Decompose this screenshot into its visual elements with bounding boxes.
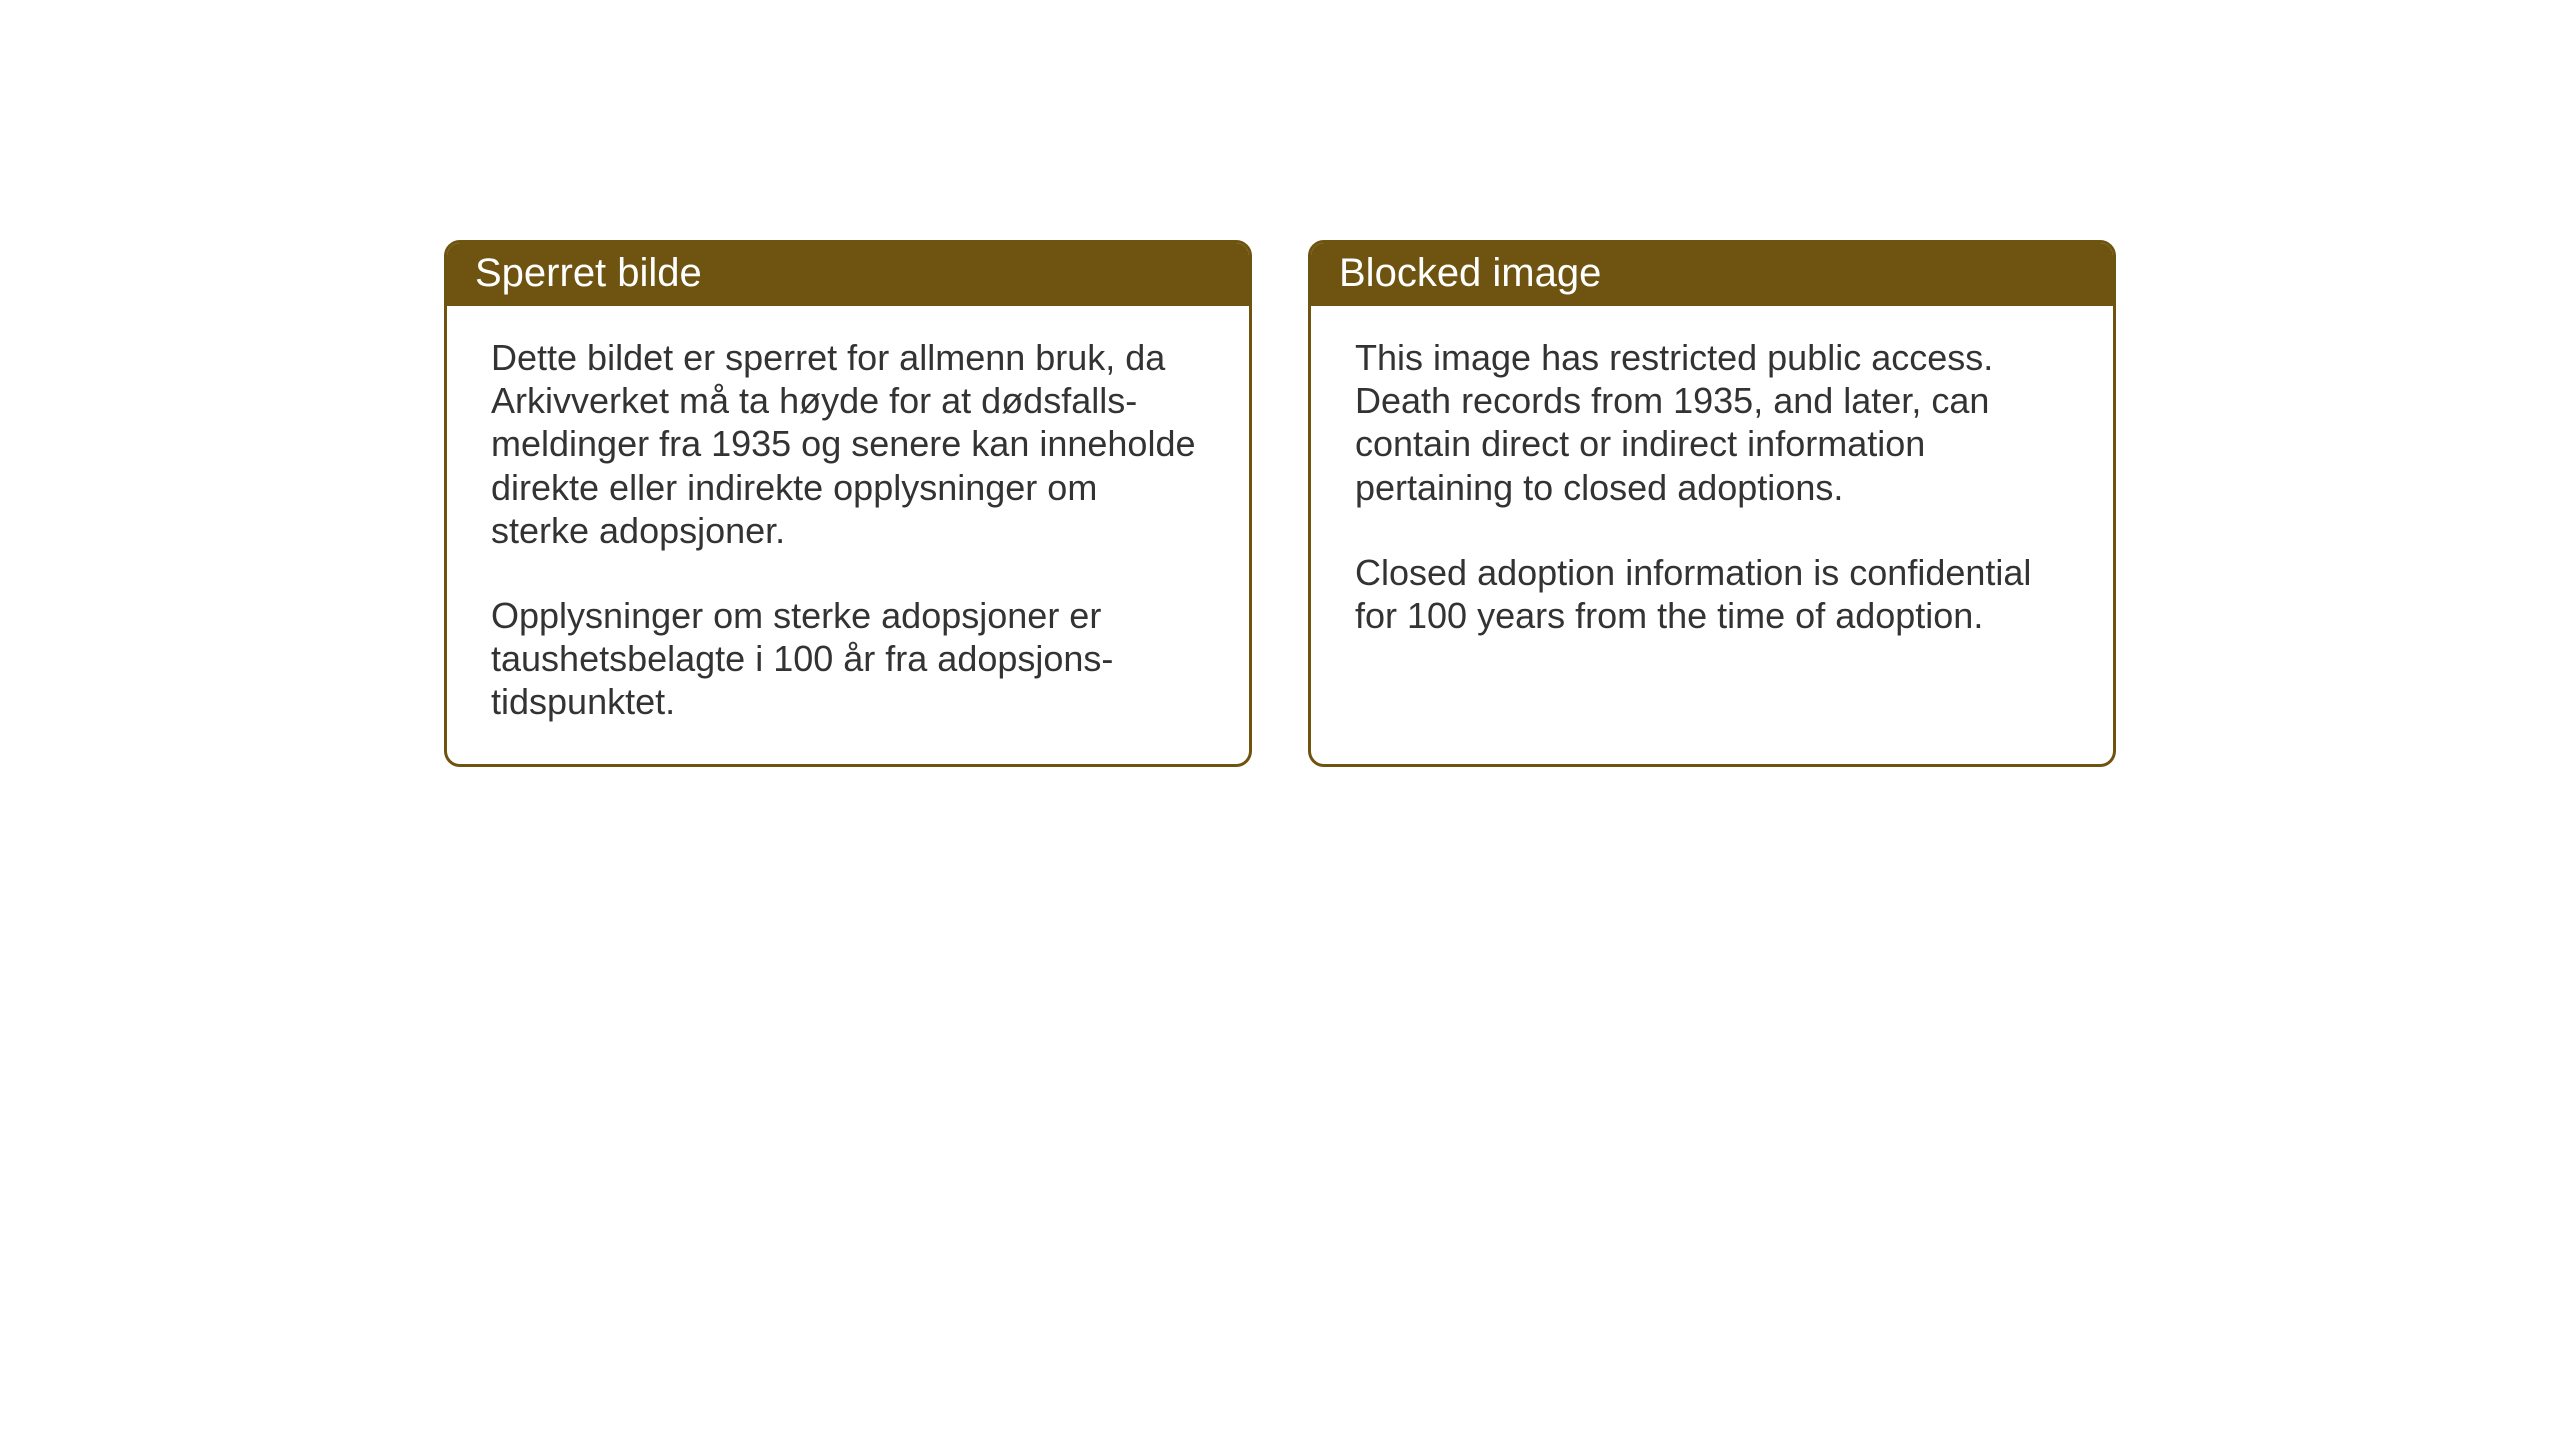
- notice-title-norwegian: Sperret bilde: [447, 243, 1249, 306]
- notice-box-english: Blocked image This image has restricted …: [1308, 240, 2116, 767]
- notice-body-norwegian: Dette bildet er sperret for allmenn bruk…: [447, 306, 1249, 764]
- notice-paragraph-1-en: This image has restricted public access.…: [1355, 336, 2069, 509]
- notice-paragraph-2-no: Opplysninger om sterke adopsjoner er tau…: [491, 594, 1205, 724]
- notice-title-english: Blocked image: [1311, 243, 2113, 306]
- notice-box-norwegian: Sperret bilde Dette bildet er sperret fo…: [444, 240, 1252, 767]
- notice-container: Sperret bilde Dette bildet er sperret fo…: [444, 240, 2116, 767]
- notice-paragraph-1-no: Dette bildet er sperret for allmenn bruk…: [491, 336, 1205, 552]
- notice-paragraph-2-en: Closed adoption information is confident…: [1355, 551, 2069, 637]
- notice-body-english: This image has restricted public access.…: [1311, 306, 2113, 677]
